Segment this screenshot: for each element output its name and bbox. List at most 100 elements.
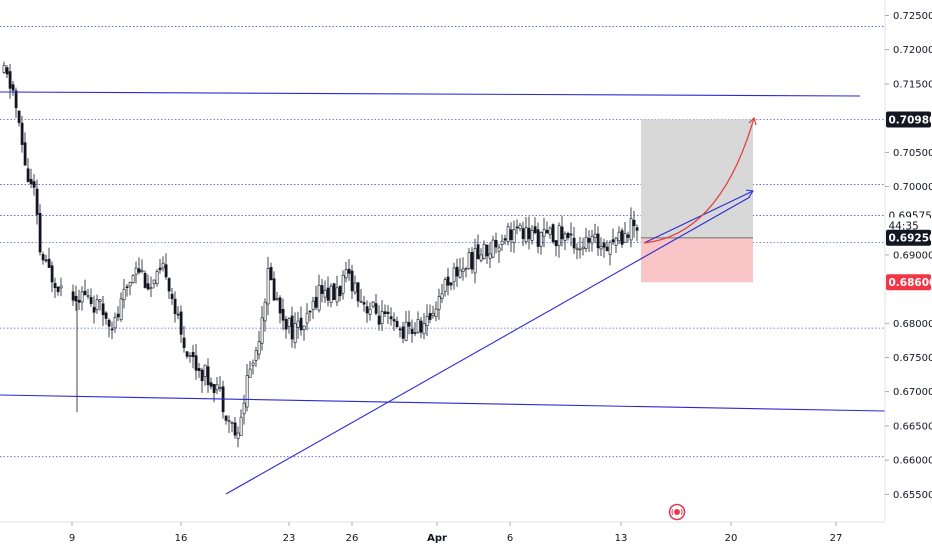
- candle-body: [396, 321, 398, 326]
- candle-body: [18, 111, 20, 123]
- candle-body: [252, 363, 254, 365]
- time-tick-label: 20: [725, 533, 738, 544]
- candle-body: [105, 313, 107, 319]
- price-tick-label: 0.67000: [893, 387, 932, 398]
- candle-body: [126, 287, 128, 288]
- candle-body: [618, 232, 620, 241]
- stop-price-label[interactable]: 0.68600: [886, 274, 932, 290]
- candle-body: [441, 294, 443, 299]
- time-tick-label: 9: [69, 533, 75, 544]
- candle-body: [60, 286, 62, 288]
- upper-resistance-line[interactable]: [0, 92, 860, 96]
- candle-body: [408, 322, 410, 326]
- candle-body: [585, 237, 587, 248]
- rising-trend-line[interactable]: [226, 197, 750, 494]
- candle-body: [516, 227, 518, 228]
- candle-body: [123, 289, 125, 300]
- candle-body: [597, 234, 599, 248]
- candle-body: [132, 276, 134, 283]
- candle-body: [312, 301, 314, 309]
- candle-body: [393, 319, 395, 321]
- candle-body: [450, 283, 452, 285]
- candle-body: [336, 288, 338, 302]
- candle-body: [522, 229, 524, 239]
- candle-body: [279, 298, 281, 313]
- candle-body: [633, 220, 635, 226]
- candle-body: [339, 286, 341, 296]
- candle-body: [219, 388, 221, 389]
- position-tool[interactable]: [641, 119, 753, 282]
- candle-body: [249, 369, 251, 377]
- candle-body: [21, 123, 23, 145]
- candle-body: [636, 228, 638, 231]
- candle-body: [615, 238, 617, 245]
- candle-body: [495, 240, 497, 247]
- candle-body: [264, 302, 266, 321]
- candle-body: [228, 420, 230, 421]
- candle-body: [186, 352, 188, 357]
- candle-body: [402, 327, 404, 338]
- candle-body: [606, 247, 608, 251]
- candle-body: [168, 278, 170, 291]
- entry-price-label-text: 0.69250: [889, 233, 932, 245]
- candle-body: [231, 423, 233, 424]
- candle-body: [420, 321, 422, 332]
- candle-body: [474, 249, 476, 273]
- price-tick-label: 0.72500: [893, 11, 932, 22]
- candle-body: [315, 297, 317, 307]
- live-broadcast-icon[interactable]: [670, 505, 685, 520]
- candle-body: [201, 370, 203, 381]
- candle-body: [363, 302, 365, 304]
- candle-body: [507, 227, 509, 242]
- entry-price-label[interactable]: 0.69250: [886, 230, 932, 246]
- candle-body: [375, 304, 377, 314]
- lower-support-line[interactable]: [0, 395, 885, 411]
- candle-body: [30, 179, 32, 183]
- candle-body: [282, 309, 284, 320]
- candle-body: [465, 269, 467, 270]
- candle-body: [567, 233, 569, 237]
- candle-body: [9, 72, 11, 89]
- candle-body: [480, 255, 482, 261]
- candle-body: [417, 319, 419, 332]
- candle-body: [87, 296, 89, 297]
- candle-body: [135, 268, 137, 274]
- candle-body: [291, 316, 293, 339]
- candle-body: [609, 242, 611, 254]
- loss-zone[interactable]: [641, 238, 753, 282]
- candle-body: [213, 384, 215, 392]
- candle-body: [624, 234, 626, 243]
- candle-body: [579, 249, 581, 250]
- candle-body: [330, 286, 332, 303]
- candle-body: [582, 247, 584, 249]
- candle-body: [75, 296, 77, 301]
- candle-body: [603, 243, 605, 247]
- price-tick-label: 0.71500: [893, 79, 932, 90]
- time-tick-label: 23: [283, 533, 296, 544]
- candle-body: [525, 228, 527, 242]
- price-axis[interactable]: 0.725000.720000.715000.705000.700000.690…: [885, 11, 932, 501]
- candle-body: [438, 297, 440, 310]
- candle-body: [537, 230, 539, 247]
- candle-body: [528, 228, 530, 239]
- candle-body: [33, 182, 35, 188]
- candle-body: [483, 244, 485, 258]
- candle-body: [558, 226, 560, 246]
- target-price-label[interactable]: 0.70980: [886, 111, 932, 127]
- candle-body: [435, 309, 437, 317]
- candle-body: [588, 238, 590, 242]
- candle-body: [354, 283, 356, 292]
- candle-body: [534, 227, 536, 233]
- candle-body: [297, 321, 299, 327]
- candle-body: [333, 284, 335, 300]
- target-price-label-text: 0.70980: [889, 114, 932, 126]
- candle-body: [144, 273, 146, 287]
- price-tick-label: 0.68000: [893, 319, 932, 330]
- candle-body: [324, 290, 326, 297]
- candle-body: [423, 324, 425, 334]
- candle-body: [306, 313, 308, 323]
